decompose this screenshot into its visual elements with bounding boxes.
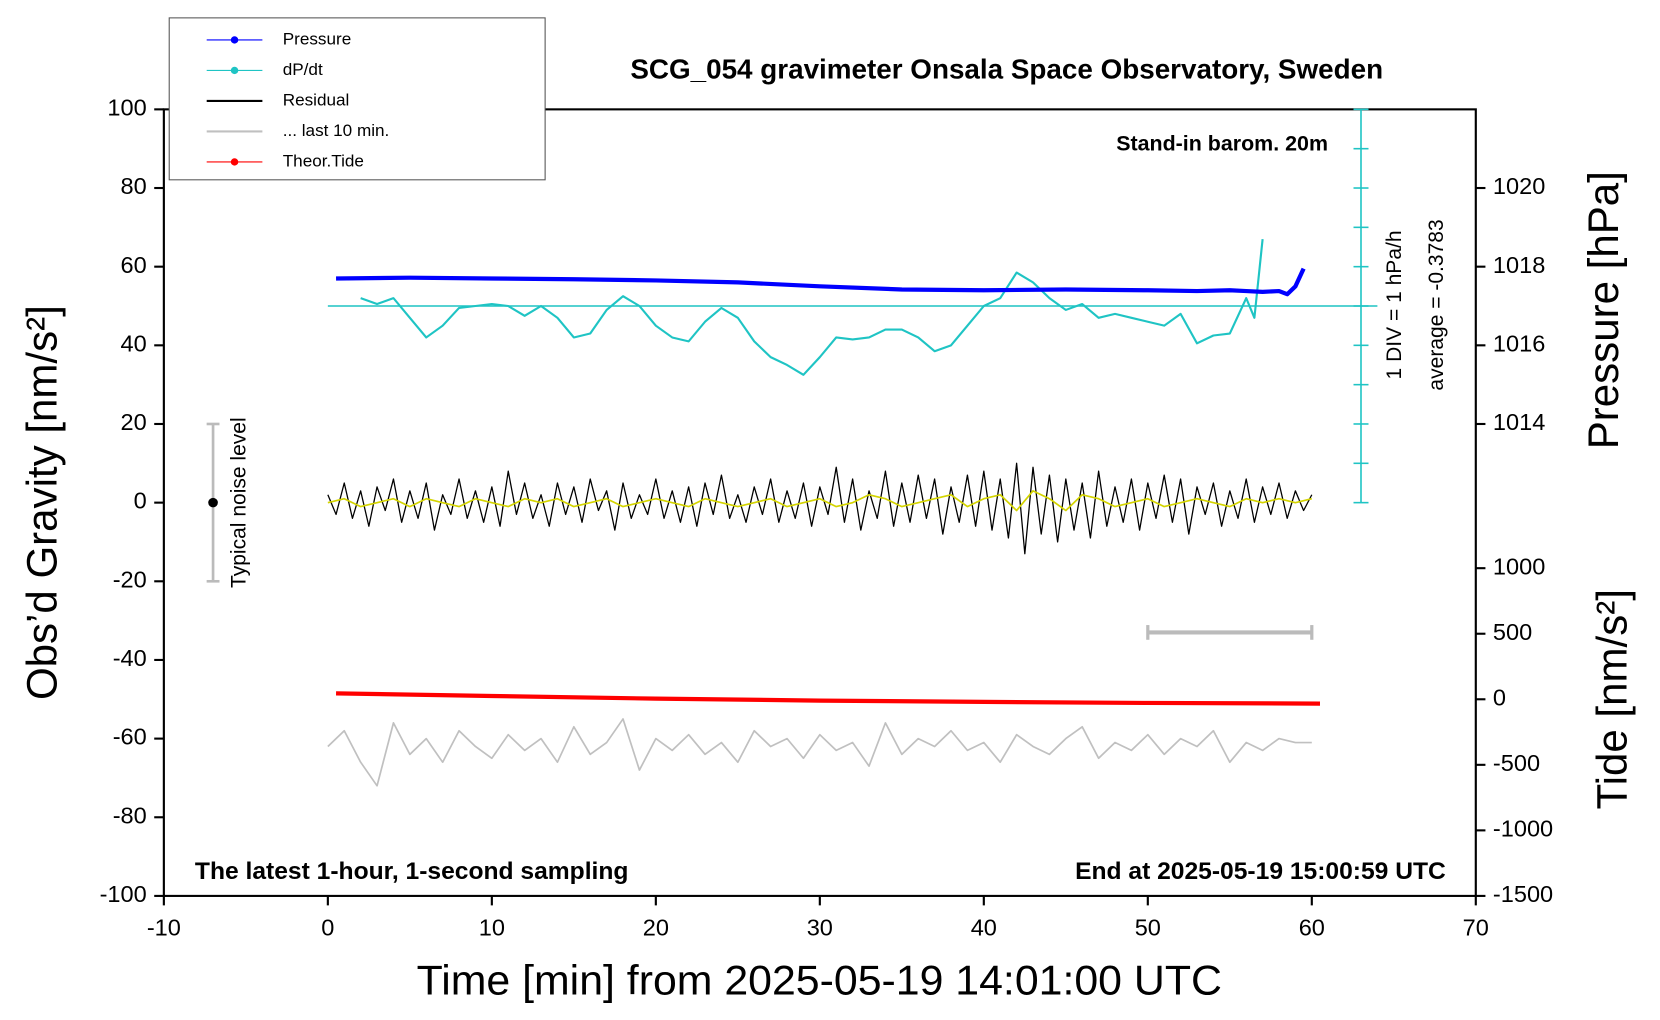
legend-label: Pressure [283, 30, 352, 49]
series-line [360, 239, 1264, 376]
div-note: 1 DIV = 1 hPa/h [1383, 230, 1406, 379]
y-tick-label: -20 [113, 567, 147, 593]
y-tick-label: -60 [113, 724, 147, 750]
legend-marker [230, 158, 239, 166]
y-tick-label: 100 [107, 95, 146, 121]
y-tick-label: 40 [121, 331, 147, 357]
legend-label: Theor.Tide [283, 152, 364, 171]
legend-label: Residual [283, 91, 350, 110]
series-line [336, 267, 1306, 297]
average-note: average = -0.3783 [1425, 219, 1448, 390]
y2-axis-title: Pressure [hPa] [1579, 171, 1626, 449]
y-tick-label: -40 [113, 645, 147, 671]
y3-tick-label: 0 [1493, 685, 1506, 711]
legend-label: dP/dt [283, 60, 323, 79]
y-tick-label: -100 [100, 881, 147, 907]
x-tick-label: -10 [147, 915, 181, 941]
x-tick-label: 0 [321, 915, 334, 941]
x-tick-label: 20 [643, 915, 669, 941]
y2-tick-label: 1020 [1493, 173, 1545, 199]
chart-title: SCG_054 gravimeter Onsala Space Observat… [630, 54, 1383, 85]
y3-tick-label: -500 [1493, 750, 1540, 776]
noise-center [208, 497, 218, 508]
y-tick-label: -80 [113, 803, 147, 829]
noise-label: Typical noise level [227, 417, 250, 588]
y3-tick-label: -1500 [1493, 881, 1553, 907]
y3-tick-label: 500 [1493, 619, 1532, 645]
y-tick-label: 80 [121, 173, 147, 199]
end-note: End at 2025-05-19 15:00:59 UTC [1075, 858, 1446, 885]
barometer-note: Stand-in barom. 20m [1116, 133, 1328, 156]
series-line [327, 718, 1312, 787]
y2-tick-label: 1016 [1493, 331, 1545, 357]
y3-axis-title: Tide [nm/s²] [1588, 589, 1635, 809]
y3-tick-label: 1000 [1493, 553, 1545, 579]
y-axis-title: Obs’d Gravity [nm/s²] [18, 305, 65, 700]
x-tick-label: 40 [971, 915, 997, 941]
series-line [336, 691, 1321, 706]
x-tick-label: 10 [479, 915, 505, 941]
x-tick-label: 50 [1135, 915, 1161, 941]
y-tick-label: 0 [134, 488, 147, 514]
sampling-note: The latest 1-hour, 1-second sampling [195, 858, 629, 885]
x-tick-label: 60 [1299, 915, 1325, 941]
x-axis-title: Time [min] from 2025-05-19 14:01:00 UTC [417, 957, 1222, 1004]
legend-marker [230, 66, 239, 75]
series-line [327, 489, 1313, 512]
legend-marker [230, 36, 239, 44]
y-tick-label: 60 [121, 252, 147, 278]
y-tick-label: 20 [121, 409, 147, 435]
y2-tick-label: 1014 [1493, 409, 1545, 435]
legend-label: ... last 10 min. [283, 121, 390, 140]
x-tick-label: 30 [807, 915, 833, 941]
x-tick-label: 70 [1463, 915, 1489, 941]
series-line [327, 462, 1313, 555]
y2-tick-label: 1018 [1493, 252, 1545, 278]
y3-tick-label: -1000 [1493, 816, 1553, 842]
legend-box [168, 17, 546, 181]
